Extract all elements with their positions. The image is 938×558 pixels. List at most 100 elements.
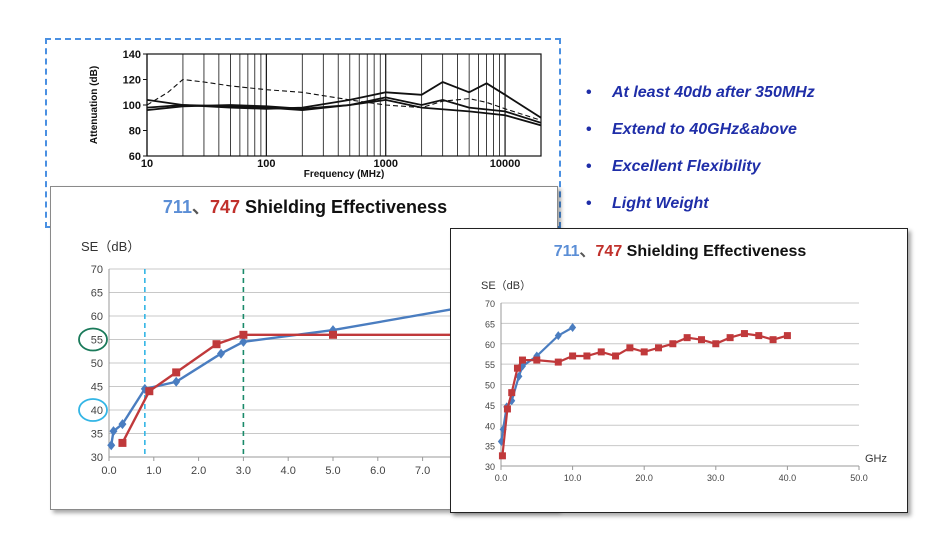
data-point (640, 348, 648, 356)
data-point (533, 356, 541, 364)
x-tick-label: 20.0 (635, 473, 653, 483)
feature-item: • Light Weight (586, 195, 815, 232)
data-point (172, 376, 181, 387)
y-tick-label: 50 (485, 381, 495, 391)
y-tick-label: 60 (485, 340, 495, 350)
title-separator: 、 (580, 243, 596, 260)
data-point (145, 387, 154, 396)
y-tick-label: 35 (91, 429, 103, 441)
x-tick-label: 30.0 (707, 473, 725, 483)
feature-item: • Extend to 40GHz&above (586, 121, 815, 158)
x-tick-label: 50.0 (850, 473, 868, 483)
y-tick-label: 30 (91, 452, 103, 464)
data-point (769, 336, 777, 344)
x-tick-label: 40.0 (779, 473, 797, 483)
x-tick-label: 3.0 (236, 465, 251, 477)
data-point (612, 352, 620, 360)
data-point (655, 344, 663, 352)
x-axis-label: Frequency (MHz) (304, 169, 385, 180)
chart-title: 711、747 Shielding Effectiveness (554, 243, 807, 260)
x-tick-label: 7.0 (415, 465, 430, 477)
data-point (783, 332, 791, 340)
title-rest: Shielding Effectiveness (240, 197, 447, 217)
data-point (107, 440, 116, 451)
x-tick-label: 10 (141, 158, 153, 170)
y-axis-label: SE（dB） (481, 279, 531, 292)
y-tick-label: 65 (91, 288, 103, 300)
title-separator: 、 (192, 197, 210, 217)
data-point (569, 322, 577, 332)
data-point (329, 330, 337, 339)
data-point (554, 358, 562, 366)
data-point (518, 361, 526, 371)
x-tick-label: 1000 (373, 158, 397, 170)
bullet-icon: • (586, 195, 592, 212)
y-tick-label: 30 (485, 462, 495, 472)
x-tick-label: 1.0 (146, 465, 161, 477)
se-full-chart-panel: 711、747 Shielding Effectiveness SE（dB） 30 3… (450, 228, 908, 513)
se-full-chart: 711、747 Shielding Effectiveness SE（dB） 30 3… (481, 243, 887, 483)
title-rest: Shielding Effectiveness (622, 243, 806, 260)
data-point (626, 344, 634, 352)
data-point (172, 368, 181, 377)
y-tick-label: 55 (485, 360, 495, 370)
x-tick-label: 0.0 (101, 465, 116, 477)
y-tick-label: 40 (485, 421, 495, 431)
x-tick-label: 5.0 (325, 465, 340, 477)
data-point (726, 334, 734, 342)
attenuation-chart: 60 80 100 120 140 10 100 1000 10000 Frequency (MH… (89, 49, 542, 180)
data-point (118, 419, 127, 430)
title-part-747: 747 (596, 243, 623, 260)
feature-text: Extend to 40GHz&above (612, 121, 797, 138)
data-point (669, 340, 677, 348)
data-point (239, 336, 248, 347)
data-point (597, 348, 605, 356)
y-tick-label: 45 (485, 401, 495, 411)
y-axis-label: Attenuation (dB) (89, 66, 100, 144)
data-point (683, 334, 691, 342)
bullet-icon: • (586, 121, 592, 138)
y-tick-label: 60 (91, 311, 103, 323)
y-tick-label: 65 (485, 319, 495, 329)
x-axis-label: GHz (865, 453, 887, 465)
data-point (498, 452, 506, 460)
title-part-711: 711 (163, 197, 192, 217)
bullet-icon: • (586, 158, 592, 175)
bullet-icon: • (586, 84, 592, 101)
feature-item: • At least 40db after 350MHz (586, 84, 815, 121)
data-point (217, 348, 225, 359)
feature-list: • At least 40db after 350MHz • Extend to 4… (586, 84, 815, 232)
data-point (508, 389, 516, 397)
data-point (583, 352, 591, 360)
series-line (146, 81, 542, 119)
data-point (569, 352, 577, 360)
y-tick-label: 120 (123, 75, 141, 87)
x-tick-label: 4.0 (281, 465, 296, 477)
y-tick-label: 45 (91, 382, 103, 394)
data-point (518, 356, 526, 364)
feature-text: At least 40db after 350MHz (612, 84, 815, 101)
title-part-711: 711 (554, 243, 580, 260)
data-point (740, 330, 748, 338)
data-point (109, 426, 118, 437)
feature-text: Light Weight (612, 195, 709, 212)
data-point (118, 438, 127, 447)
data-point (755, 332, 763, 340)
title-part-747: 747 (210, 197, 240, 217)
feature-text: Excellent Flexibility (612, 158, 761, 175)
y-tick-label: 70 (91, 264, 103, 276)
x-tick-label: 6.0 (370, 465, 385, 477)
data-point (503, 405, 511, 413)
chart-title: 711、747 Shielding Effectiveness (163, 197, 447, 217)
x-tick-label: 10.0 (564, 473, 582, 483)
y-axis-label: SE（dB） (81, 239, 140, 254)
x-tick-label: 10000 (490, 158, 521, 170)
x-tick-label: 2.0 (191, 465, 206, 477)
x-tick-label: 100 (257, 158, 275, 170)
highlight-circle (78, 398, 108, 422)
y-tick-label: 35 (485, 442, 495, 452)
data-point (513, 364, 521, 372)
data-point (712, 340, 720, 348)
y-tick-label: 55 (91, 335, 103, 347)
data-point (697, 336, 705, 344)
